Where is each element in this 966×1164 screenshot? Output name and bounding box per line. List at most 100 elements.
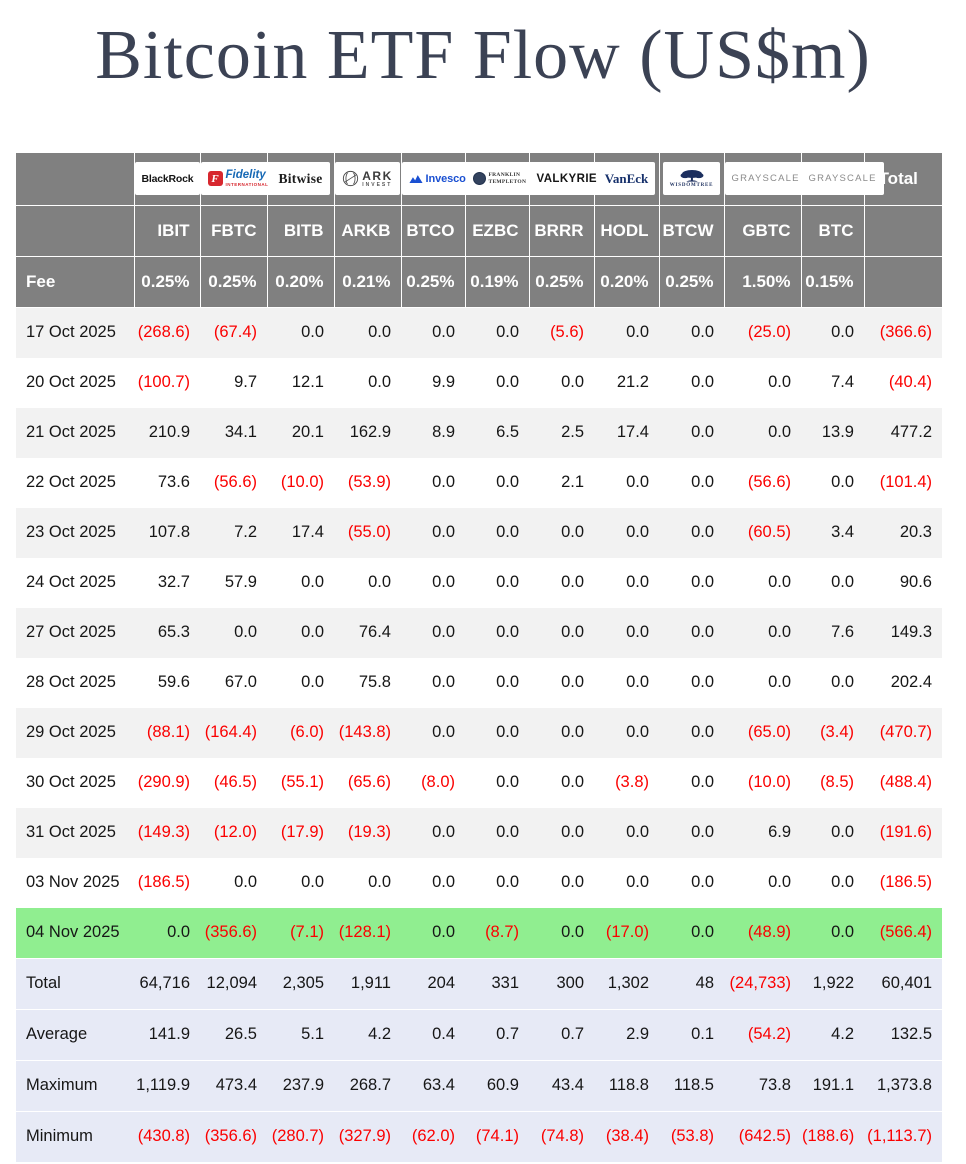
- summary-cell: 2,305: [267, 957, 334, 1009]
- flow-cell: 13.9: [801, 407, 864, 458]
- fee-BITB: 0.20%: [267, 256, 335, 308]
- bitwise-logo: Bitwise: [271, 162, 330, 195]
- flow-cell: (17.9): [267, 807, 334, 858]
- flow-cell: (143.8): [334, 707, 401, 758]
- row-date: 28 Oct 2025: [16, 657, 134, 708]
- data-row: 21 Oct 2025 210.9 34.1 20.1 162.9 8.9 6.5 2.5 17…: [16, 407, 942, 458]
- total-column-header: Total: [864, 152, 942, 206]
- flow-cell: 0.0: [659, 507, 724, 558]
- flow-cell: (25.0): [724, 307, 801, 358]
- ticker-row-total-spacer: [864, 205, 942, 257]
- blackrock-logo: BlackRock: [134, 162, 201, 195]
- summary-cell: (74.8): [529, 1110, 594, 1162]
- invesco-mountain-icon: [408, 174, 423, 183]
- data-row: 24 Oct 2025 32.7 57.9 0.0 0.0 0.0 0.0 0.0 0.0 0.0…: [16, 557, 942, 608]
- flow-cell: (55.1): [267, 757, 334, 808]
- summary-cell: (62.0): [401, 1110, 465, 1162]
- flow-cell: (12.0): [200, 807, 267, 858]
- flow-cell: 0.0: [801, 307, 864, 358]
- flow-cell: 0.0: [594, 557, 659, 608]
- summary-cell: (280.7): [267, 1110, 334, 1162]
- flow-cell: 210.9: [134, 407, 200, 458]
- flow-cell: (7.1): [267, 907, 334, 958]
- summary-cell: 118.5: [659, 1059, 724, 1111]
- ticker-ARKB: ARKB: [334, 205, 402, 257]
- flow-cell: 0.0: [659, 707, 724, 758]
- flow-cell: 0.0: [465, 357, 529, 408]
- flow-cell: 0.0: [529, 607, 594, 658]
- flow-cell: 76.4: [334, 607, 401, 658]
- flow-cell: 7.4: [801, 357, 864, 408]
- flow-cell: (164.4): [200, 707, 267, 758]
- flow-cell: (100.7): [134, 357, 200, 408]
- flow-cell: 0.0: [401, 807, 465, 858]
- flow-cell: 0.0: [659, 407, 724, 458]
- flow-cell: 0.0: [801, 557, 864, 608]
- row-date: 31 Oct 2025: [16, 807, 134, 858]
- flow-cell: 0.0: [267, 607, 334, 658]
- summary-cell: 1,119.9: [134, 1059, 200, 1111]
- flow-cell: 0.0: [465, 457, 529, 508]
- table-body: 17 Oct 2025 (268.6) (67.4) 0.0 0.0 0.0 0.0 (5.6…: [16, 307, 942, 958]
- flow-cell: 0.0: [267, 307, 334, 358]
- fee-row-label: Fee: [16, 256, 135, 308]
- flow-cell: 0.0: [401, 307, 465, 358]
- flow-cell: (60.5): [724, 507, 801, 558]
- row-total-cell: (40.4): [864, 357, 942, 408]
- flow-cell: 162.9: [334, 407, 401, 458]
- flow-cell: 0.0: [529, 907, 594, 958]
- row-date: 04 Nov 2025: [16, 907, 134, 958]
- flow-cell: 6.9: [724, 807, 801, 858]
- flow-cell: 107.8: [134, 507, 200, 558]
- flow-cell: 0.0: [529, 507, 594, 558]
- flow-cell: 32.7: [134, 557, 200, 608]
- flow-cell: 0.0: [724, 607, 801, 658]
- flow-cell: (268.6): [134, 307, 200, 358]
- flow-cell: 57.9: [200, 557, 267, 608]
- summary-label: Total: [16, 957, 134, 1009]
- flow-cell: 0.0: [334, 357, 401, 408]
- ticker-FBTC: FBTC: [200, 205, 268, 257]
- flow-cell: 3.4: [801, 507, 864, 558]
- data-row: 03 Nov 2025 (186.5) 0.0 0.0 0.0 0.0 0.0 0.0 0.0 0…: [16, 857, 942, 908]
- flow-cell: (46.5): [200, 757, 267, 808]
- flow-cell: (356.6): [200, 907, 267, 958]
- flow-cell: 0.0: [401, 707, 465, 758]
- flow-cell: (8.0): [401, 757, 465, 808]
- fee-HODL: 0.20%: [594, 256, 660, 308]
- flow-cell: 9.7: [200, 357, 267, 408]
- flow-cell: 0.0: [801, 657, 864, 708]
- ticker-BRRR: BRRR: [529, 205, 595, 257]
- fee-ARKB: 0.21%: [334, 256, 402, 308]
- row-date: 27 Oct 2025: [16, 607, 134, 658]
- flow-cell: (67.4): [200, 307, 267, 358]
- flow-cell: 0.0: [659, 657, 724, 708]
- flow-cell: 0.0: [267, 657, 334, 708]
- ticker-BTCW: BTCW: [659, 205, 725, 257]
- row-date: 03 Nov 2025: [16, 857, 134, 908]
- flow-cell: 0.0: [659, 907, 724, 958]
- summary-cell: 4.2: [334, 1008, 401, 1060]
- flow-cell: 21.2: [594, 357, 659, 408]
- flow-cell: 0.0: [801, 857, 864, 908]
- summary-cell: (54.2): [724, 1008, 801, 1060]
- flow-cell: 0.0: [659, 757, 724, 808]
- flow-cell: 8.9: [401, 407, 465, 458]
- flow-cell: (19.3): [334, 807, 401, 858]
- summary-label: Maximum: [16, 1059, 134, 1111]
- fee-row-total-spacer: [864, 256, 942, 308]
- summary-cell: 73.8: [724, 1059, 801, 1111]
- summary-cell: 237.9: [267, 1059, 334, 1111]
- summary-cell: 26.5: [200, 1008, 267, 1060]
- flow-cell: 12.1: [267, 357, 334, 408]
- summary-row-minimum: Minimum (430.8) (356.6) (280.7) (327.9) (62.0…: [16, 1110, 942, 1162]
- row-total-cell: (566.4): [864, 907, 942, 958]
- flow-cell: (56.6): [724, 457, 801, 508]
- flow-cell: (6.0): [267, 707, 334, 758]
- flow-cell: 0.0: [594, 507, 659, 558]
- flow-cell: 0.0: [334, 557, 401, 608]
- flow-cell: 0.0: [529, 857, 594, 908]
- summary-row-average: Average 141.9 26.5 5.1 4.2 0.4 0.7 0.7 2.9 0.1 (54…: [16, 1008, 942, 1060]
- flow-cell: 34.1: [200, 407, 267, 458]
- flow-cell: 0.0: [465, 807, 529, 858]
